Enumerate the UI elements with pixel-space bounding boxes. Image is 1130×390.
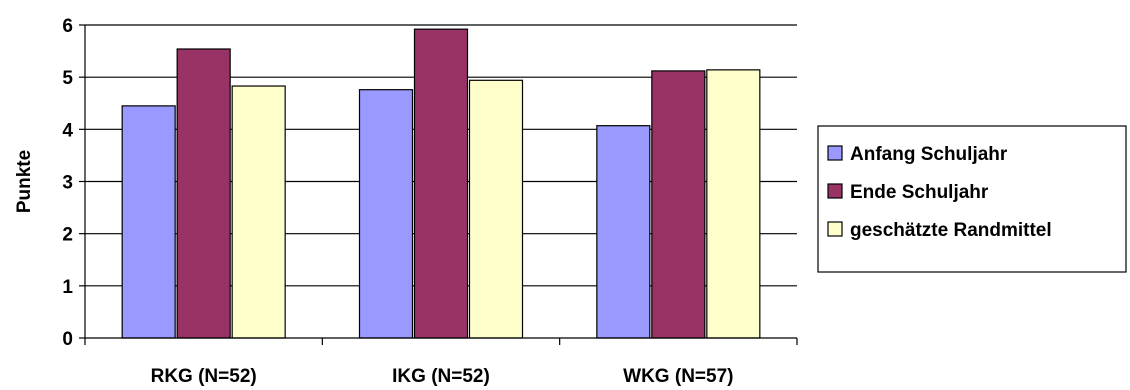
legend-label: geschätzte Randmittel [850,220,1052,241]
legend-swatch [827,221,843,237]
y-tick-labels: 0 1 2 3 4 5 6 [62,16,73,350]
legend-swatch [827,145,843,161]
y-tick-label: 2 [62,225,73,246]
bar-1-1 [121,105,176,339]
legend-box [817,125,1127,273]
bars [121,28,761,339]
legend-swatch [827,183,843,199]
y-axis-title: Punkte [14,150,35,213]
bar-2-2 [413,28,469,339]
bar-2-1 [176,48,231,339]
bar-1-3 [596,125,651,339]
x-category-label: WKG (N=57) [623,366,733,387]
y-tick-label: 6 [62,16,73,37]
y-tick-label: 1 [62,277,73,298]
x-category-label: IKG (N=52) [392,366,490,387]
y-tick-label: 5 [62,68,73,89]
bar-3-1 [231,85,286,339]
y-tick-label: 4 [62,120,73,141]
bar-3-3 [706,69,761,339]
y-tick-label: 3 [62,173,73,194]
axes [79,24,798,345]
bar-3-2 [468,79,524,339]
y-tick-label: 0 [62,329,73,350]
category-labels: RKG (N=52) IKG (N=52) WKG (N=57) [151,366,734,387]
legend-label: Ende Schuljahr [850,182,989,203]
bar-1-2 [358,89,414,339]
legend-label: Anfang Schuljahr [850,144,1008,165]
bar-2-3 [651,70,706,339]
x-category-label: RKG (N=52) [151,366,257,387]
legend: Anfang Schuljahr Ende Schuljahr geschätzte… [817,125,1127,273]
